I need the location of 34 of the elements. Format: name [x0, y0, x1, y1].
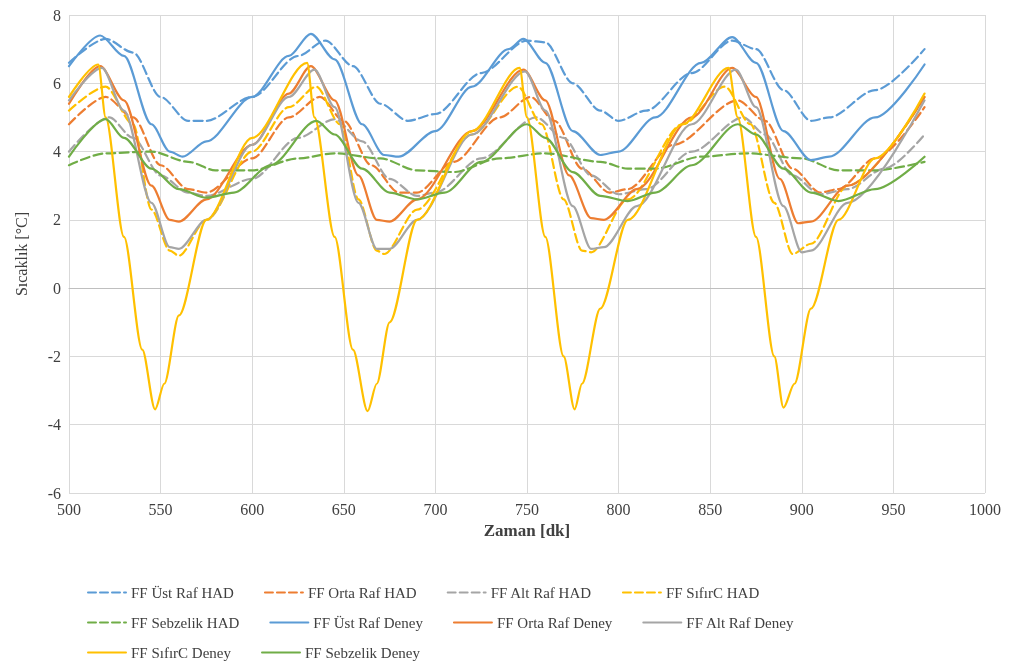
x-tick-label: 750: [515, 500, 539, 518]
x-tick-label: 650: [331, 500, 356, 518]
y-tick-label: 2: [53, 211, 61, 229]
y-tick-label: 8: [53, 6, 61, 24]
x-tick-label: 550: [148, 500, 173, 518]
x-tick-label: 850: [698, 500, 723, 518]
y-tick-label: 6: [53, 74, 61, 92]
y-tick-label: -2: [47, 347, 61, 365]
legend-label: FF Alt Raf Deney: [686, 614, 794, 631]
line-series: [67, 61, 926, 413]
legend-label: FF Sebzelik HAD: [131, 614, 240, 631]
y-tick-label: -6: [47, 484, 61, 502]
y-tick-label: 0: [53, 279, 61, 297]
legend-label: FF Üst Raf Deney: [313, 614, 424, 631]
line-series: [67, 32, 926, 162]
x-tick-label: 600: [240, 500, 265, 518]
x-tick-label: 700: [423, 500, 448, 518]
x-tick-label: 900: [789, 500, 814, 518]
legend-label: FF Sebzelik Deney: [305, 644, 421, 661]
x-tick-label: 1000: [969, 500, 1001, 518]
legend-label: FF Alt Raf HAD: [490, 584, 592, 601]
x-tick-label: 500: [57, 500, 81, 518]
legend-label: FF SıfırC HAD: [665, 584, 760, 601]
legend-label: FF SıfırC Deney: [131, 644, 232, 661]
y-axis-title: Sıcaklık [°C]: [12, 211, 30, 297]
x-axis-title: Zaman [dk]: [483, 520, 571, 540]
legend-label: FF Orta Raf Deney: [496, 614, 613, 631]
y-tick-label: -4: [47, 416, 61, 434]
x-tick-label: 800: [606, 500, 631, 518]
y-tick-label: 4: [53, 143, 61, 161]
line-series: [67, 65, 926, 225]
x-tick-label: 950: [881, 500, 906, 518]
legend-label: FF Üst Raf HAD: [131, 584, 235, 601]
legend-label: FF Orta Raf HAD: [307, 584, 417, 601]
